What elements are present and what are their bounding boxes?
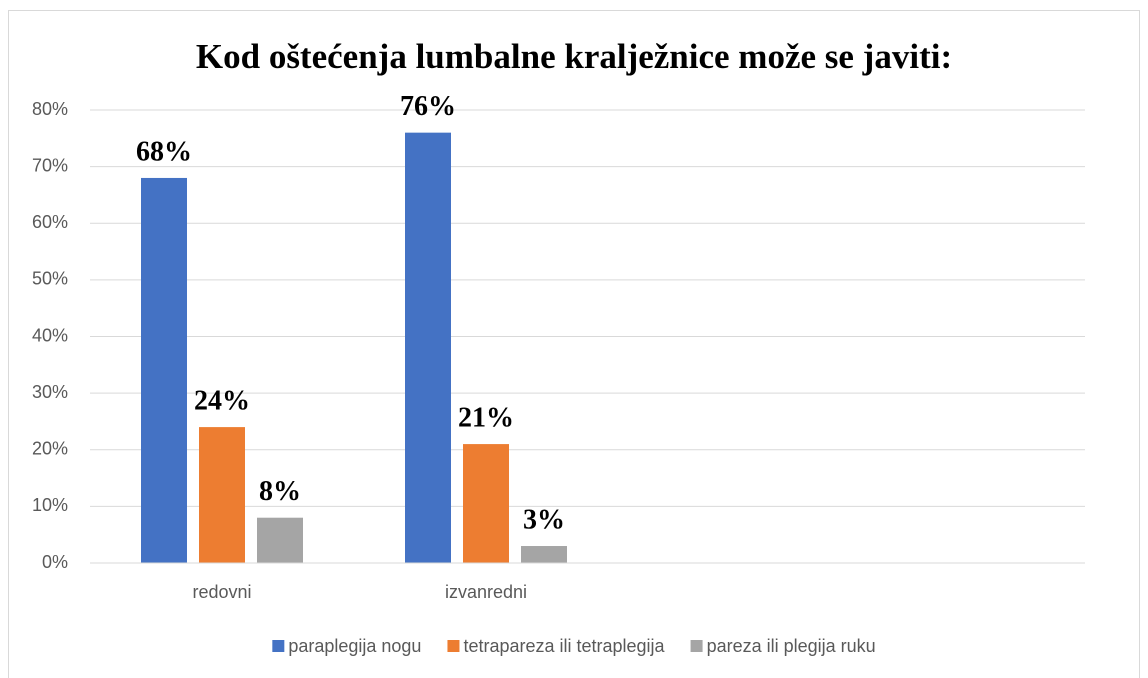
- legend-swatch: [690, 640, 703, 652]
- bar: [521, 546, 567, 563]
- y-tick-label: 70%: [32, 155, 68, 175]
- chart-title: Kod oštećenja lumbalne kralježnice može …: [196, 37, 952, 76]
- bar: [463, 444, 509, 563]
- y-tick-label: 10%: [32, 495, 68, 515]
- data-label: 76%: [400, 91, 456, 122]
- legend-label: pareza ili plegija ruku: [707, 636, 876, 656]
- y-tick-label: 40%: [32, 325, 68, 345]
- legend-label: tetrapareza ili tetraplegija: [463, 636, 665, 656]
- chart-frame: [8, 10, 1140, 678]
- bar: [405, 132, 451, 563]
- y-tick-label: 20%: [32, 439, 68, 459]
- x-tick-label: redovni: [192, 582, 251, 602]
- y-tick-label: 60%: [32, 212, 68, 232]
- y-tick-label: 30%: [32, 382, 68, 402]
- bar: [257, 517, 303, 563]
- x-tick-label: izvanredni: [445, 582, 527, 602]
- data-label: 8%: [259, 476, 301, 507]
- data-label: 24%: [194, 386, 250, 417]
- legend-label: paraplegija nogu: [288, 636, 421, 656]
- y-tick-label: 50%: [32, 269, 68, 289]
- y-tick-label: 0%: [42, 552, 68, 572]
- data-label: 21%: [458, 403, 514, 434]
- legend-swatch: [447, 640, 460, 652]
- data-label: 3%: [523, 504, 565, 535]
- y-tick-label: 80%: [32, 99, 68, 119]
- bar: [199, 427, 245, 563]
- data-label: 68%: [136, 136, 192, 167]
- legend-swatch: [272, 640, 285, 652]
- bar: [141, 177, 187, 563]
